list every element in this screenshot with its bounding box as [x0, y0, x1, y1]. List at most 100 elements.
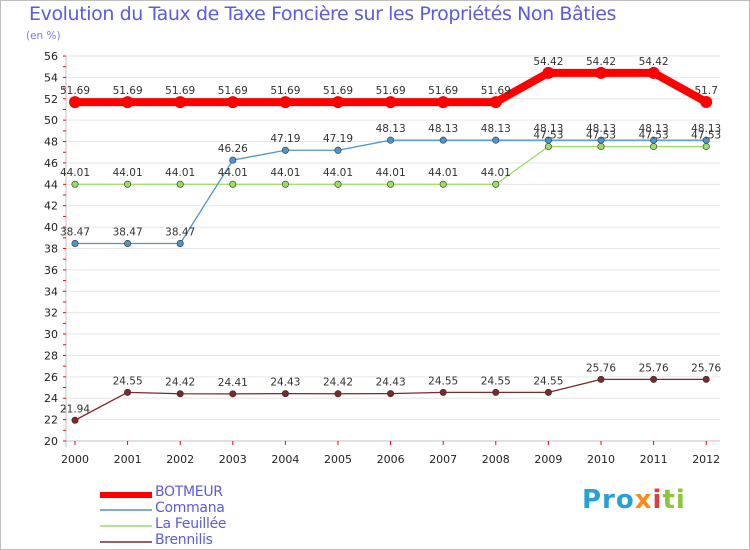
- data-label-brennilis: 24.42: [165, 377, 195, 389]
- y-tick-label: 42: [44, 200, 58, 213]
- data-label-la-feuill-e: 44.01: [270, 167, 300, 179]
- data-label-commana: 38.47: [60, 226, 90, 238]
- data-point-la-feuill-e: [597, 143, 605, 151]
- data-point-commana: [71, 239, 79, 247]
- data-label-brennilis: 24.55: [428, 375, 458, 387]
- data-label-botmeur: 54.42: [639, 56, 669, 68]
- data-point-botmeur: [69, 96, 81, 109]
- y-tick-label: 40: [44, 221, 58, 234]
- data-label-commana: 48.13: [376, 123, 406, 135]
- data-point-la-feuill-e: [176, 180, 184, 188]
- y-tick-label: 20: [44, 435, 58, 448]
- data-point-botmeur: [542, 66, 555, 79]
- data-point-brennilis: [650, 375, 658, 383]
- y-tick-label: 36: [44, 264, 58, 277]
- x-tick-label: 2010: [587, 453, 615, 466]
- data-point-botmeur: [700, 95, 713, 108]
- data-label-brennilis: 21.94: [60, 403, 90, 415]
- data-point-la-feuill-e: [229, 180, 237, 188]
- data-point-botmeur: [595, 66, 607, 79]
- x-tick-label: 2012: [692, 453, 720, 466]
- data-label-brennilis: 25.76: [639, 362, 669, 374]
- data-point-la-feuill-e: [544, 143, 552, 151]
- data-point-botmeur: [489, 96, 502, 109]
- data-point-la-feuill-e: [71, 180, 79, 188]
- data-point-commana: [544, 136, 552, 144]
- data-label-la-feuill-e: 44.01: [218, 167, 248, 179]
- data-point-brennilis: [176, 390, 184, 398]
- data-point-commana: [176, 239, 184, 247]
- data-label-botmeur: 54.42: [533, 56, 563, 68]
- data-point-commana: [124, 239, 132, 247]
- data-point-commana: [597, 136, 605, 144]
- data-label-botmeur: 51.69: [428, 85, 458, 97]
- data-point-botmeur: [226, 96, 239, 109]
- data-point-botmeur: [174, 96, 187, 109]
- y-tick-label: 54: [44, 71, 58, 84]
- y-tick-label: 52: [44, 93, 58, 106]
- data-label-commana: 38.47: [165, 226, 195, 238]
- data-label-brennilis: 24.55: [533, 375, 563, 387]
- y-tick-label: 26: [44, 371, 58, 384]
- legend-label-brennilis: Brennilis: [155, 532, 213, 548]
- y-tick-label: 28: [44, 349, 58, 362]
- data-point-la-feuill-e: [702, 143, 710, 151]
- data-point-commana: [334, 146, 342, 154]
- legend-swatch-la-feuillee: [100, 525, 152, 527]
- data-point-commana: [439, 136, 447, 144]
- data-point-brennilis: [229, 390, 237, 398]
- y-tick-label: 44: [44, 178, 58, 191]
- data-point-botmeur: [384, 96, 397, 109]
- data-label-commana: 48.13: [639, 123, 669, 135]
- data-label-commana: 38.47: [113, 226, 143, 238]
- data-label-botmeur: 51.69: [270, 85, 300, 97]
- data-label-commana: 48.13: [428, 123, 458, 135]
- data-label-botmeur: 54.42: [586, 56, 616, 68]
- legend-label-la-feuillee: La Feuillée: [155, 516, 227, 532]
- y-tick-label: 30: [44, 328, 58, 341]
- data-point-brennilis: [71, 416, 79, 424]
- data-point-brennilis: [597, 375, 605, 383]
- data-point-commana: [702, 136, 710, 144]
- y-tick-label: 32: [44, 307, 58, 320]
- data-point-brennilis: [387, 390, 395, 398]
- data-label-botmeur: 51.69: [218, 85, 248, 97]
- data-point-brennilis: [439, 388, 447, 396]
- data-label-brennilis: 25.76: [586, 362, 616, 374]
- data-label-la-feuill-e: 44.01: [428, 167, 458, 179]
- y-tick-label: 22: [44, 414, 58, 427]
- data-label-commana: 47.19: [323, 133, 353, 145]
- data-label-la-feuill-e: 44.01: [481, 167, 511, 179]
- data-label-commana: 48.13: [481, 123, 511, 135]
- data-point-la-feuill-e: [492, 180, 500, 188]
- data-label-botmeur: 51.69: [60, 85, 90, 97]
- data-label-la-feuill-e: 44.01: [113, 167, 143, 179]
- y-tick-label: 56: [44, 50, 58, 63]
- data-label-commana: 46.26: [218, 143, 248, 155]
- data-point-brennilis: [492, 388, 500, 396]
- x-tick-label: 2002: [166, 453, 194, 466]
- data-point-la-feuill-e: [650, 143, 658, 151]
- y-tick-label: 50: [44, 114, 58, 127]
- data-point-botmeur: [437, 96, 450, 109]
- legend-swatch-brennilis: [100, 541, 152, 543]
- data-label-commana: 47.19: [270, 133, 300, 145]
- data-label-botmeur: 51.7: [695, 85, 718, 97]
- data-point-commana: [229, 156, 237, 164]
- y-tick-label: 24: [44, 392, 58, 405]
- x-tick-label: 2008: [482, 453, 510, 466]
- data-label-commana: 48.13: [533, 123, 563, 135]
- data-point-brennilis: [334, 390, 342, 398]
- data-point-botmeur: [647, 66, 660, 79]
- data-label-botmeur: 51.69: [113, 85, 143, 97]
- data-label-la-feuill-e: 44.01: [323, 167, 353, 179]
- data-point-commana: [387, 136, 395, 144]
- x-tick-label: 2003: [219, 453, 247, 466]
- data-label-la-feuill-e: 47.53: [586, 130, 616, 142]
- data-label-brennilis: 24.42: [323, 377, 353, 389]
- x-tick-label: 2000: [61, 453, 89, 466]
- data-point-la-feuill-e: [281, 180, 289, 188]
- x-tick-label: 2011: [640, 453, 668, 466]
